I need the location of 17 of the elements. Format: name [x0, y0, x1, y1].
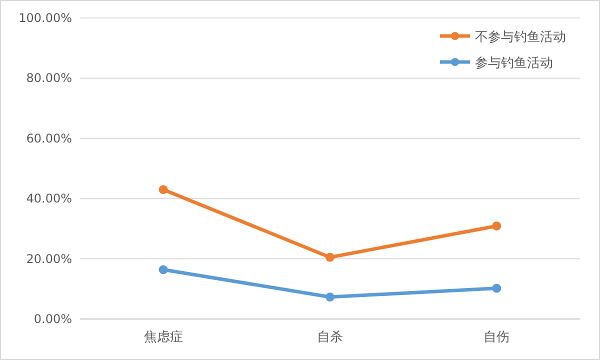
x-tick-label: 焦虑症 — [144, 330, 183, 345]
point — [326, 252, 334, 262]
y-tick-label: 40.00% — [26, 192, 72, 206]
y-tick-label: 100.00% — [18, 11, 72, 25]
x-tick-label: 自杀 — [317, 330, 343, 345]
legend-label: 不参与钓鱼活动 — [475, 30, 566, 45]
legend-label: 参与钓鱼活动 — [475, 56, 553, 71]
x-tick-label: 自伤 — [484, 330, 510, 345]
y-tick-label: 0.00% — [34, 312, 72, 326]
point — [158, 185, 168, 194]
y-tick-label: 60.00% — [26, 131, 72, 146]
point — [158, 265, 168, 274]
point — [326, 292, 334, 302]
point — [492, 284, 502, 293]
y-tick-label: 80.00% — [26, 71, 72, 86]
point — [492, 221, 502, 230]
y-tick-label: 20.00% — [26, 252, 72, 266]
